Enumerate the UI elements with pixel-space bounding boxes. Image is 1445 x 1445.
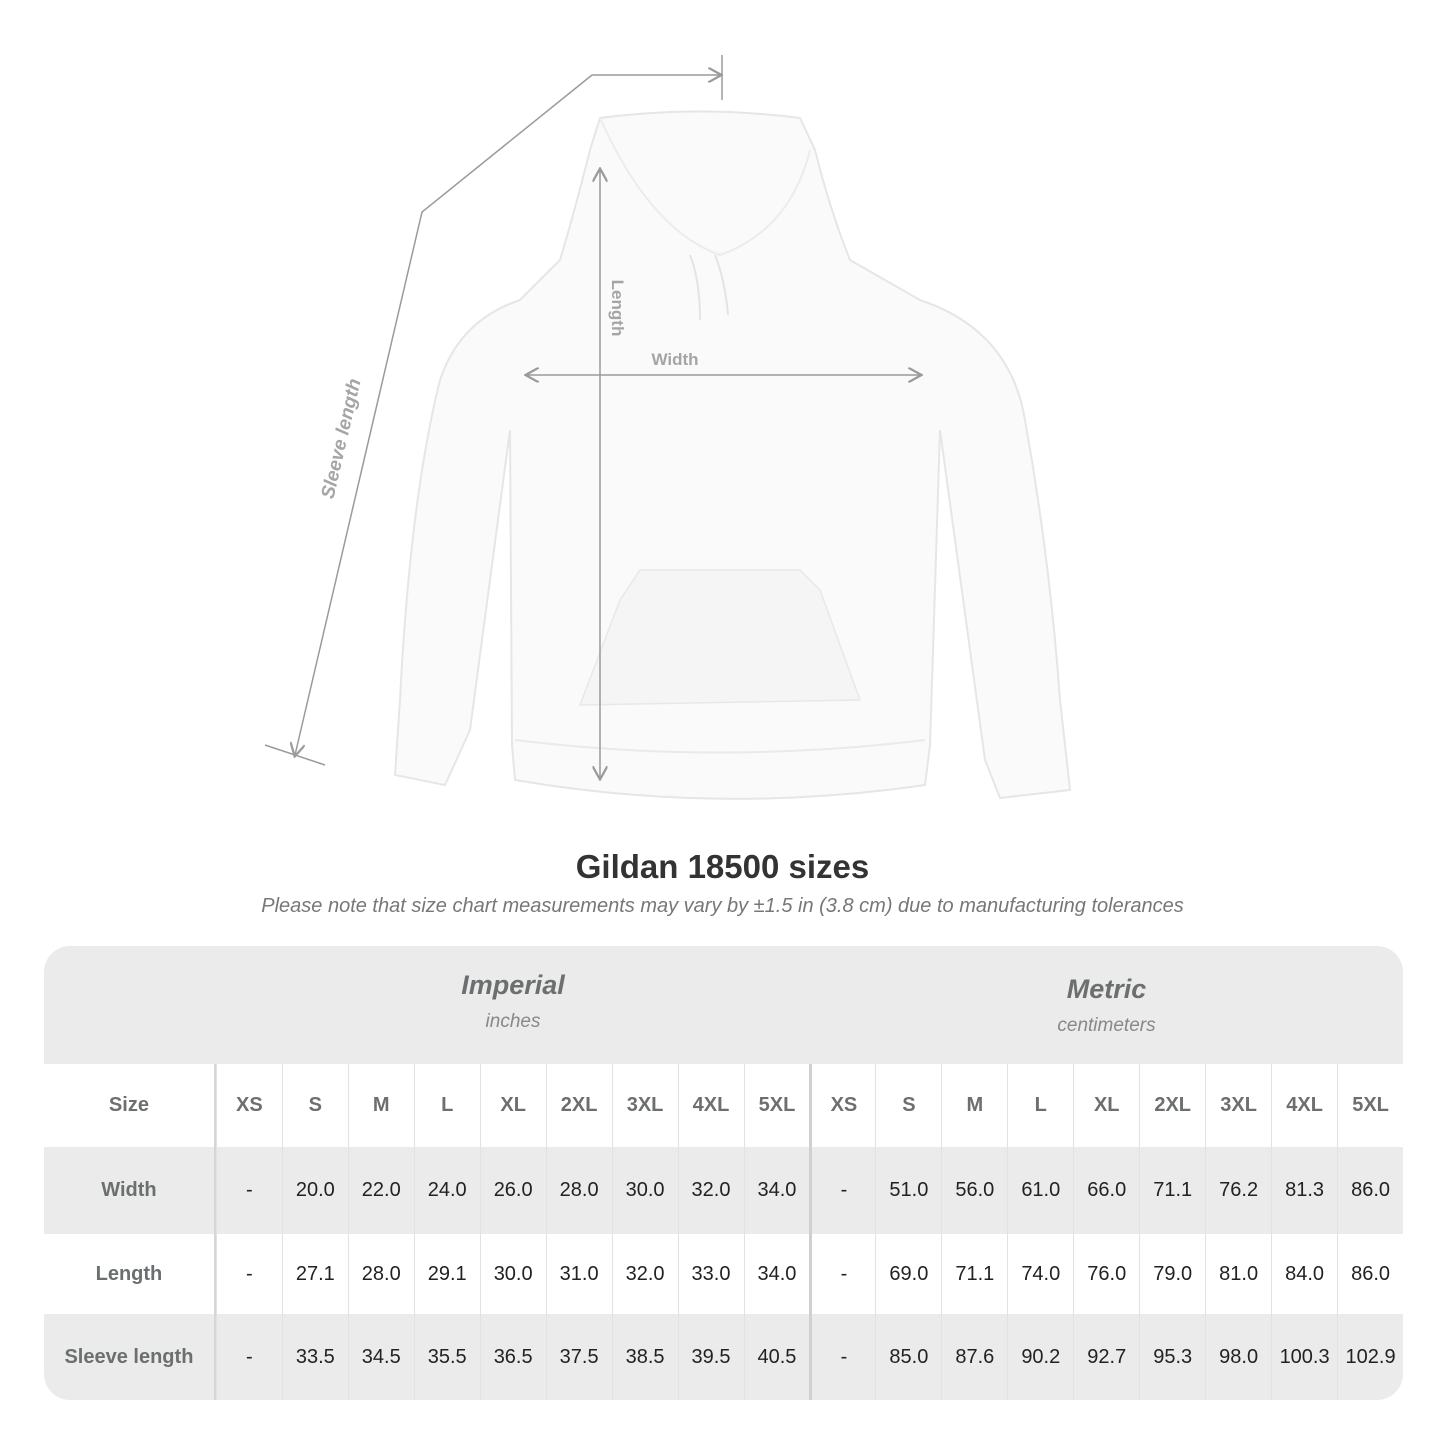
imperial-value-cell: 39.5 — [677, 1314, 744, 1400]
metric-value-cell: 84.0 — [1271, 1234, 1337, 1314]
metric-size-5xl: 5XL — [1337, 1064, 1403, 1147]
imperial-value-cell: - — [215, 1314, 282, 1400]
table-row-width: Width -20.0 22.0 24.0 26.0 28.0 30.0 32.0 34.0-5… — [44, 1147, 1403, 1234]
hoodie-image — [393, 110, 1072, 800]
size-header-label: Size — [44, 1064, 216, 1147]
length-label: Length — [608, 280, 627, 337]
metric-size-xs: XS — [809, 1064, 875, 1147]
metric-value-cell: - — [809, 1234, 875, 1314]
imperial-value-cell: 26.0 — [479, 1147, 546, 1234]
metric-value-cell: 74.0 — [1007, 1234, 1073, 1314]
imperial-value-cell: 27.1 — [281, 1234, 348, 1314]
metric-header: Metric centimeters — [810, 974, 1403, 1092]
imperial-value-cell: 34.0 — [743, 1147, 810, 1234]
imperial-value-cell: 32.0 — [677, 1147, 744, 1234]
imperial-value-cell: 28.0 — [545, 1147, 612, 1234]
imperial-unit: inches — [485, 1011, 541, 1032]
imperial-value-cell: 28.0 — [347, 1234, 414, 1314]
metric-value-cell: - — [809, 1147, 875, 1234]
metric-value-cell: 85.0 — [875, 1314, 941, 1400]
imperial-value-cell: 30.0 — [479, 1234, 546, 1314]
imperial-value-cell: 38.5 — [611, 1314, 678, 1400]
imperial-size-s: S — [281, 1064, 348, 1147]
imperial-title: Imperial — [461, 970, 565, 1000]
imperial-value-cell: 34.0 — [743, 1234, 810, 1314]
imperial-value-cell: 29.1 — [413, 1234, 480, 1314]
imperial-value-cell: 31.0 — [545, 1234, 612, 1314]
imperial-value-cell: - — [215, 1147, 282, 1234]
metric-value-cell: 76.0 — [1073, 1234, 1139, 1314]
imperial-size-xl: XL — [479, 1064, 546, 1147]
imperial-value-cell: 24.0 — [413, 1147, 480, 1234]
row-label: Width — [44, 1147, 216, 1234]
metric-value-cell: 76.2 — [1205, 1147, 1271, 1234]
metric-value-cell: 71.1 — [941, 1234, 1007, 1314]
metric-value-cell: 86.0 — [1337, 1147, 1403, 1234]
metric-value-cell: - — [809, 1314, 875, 1400]
imperial-value-cell: 32.0 — [611, 1234, 678, 1314]
measurement-lines — [264, 55, 920, 778]
imperial-value-cell: 36.5 — [479, 1314, 546, 1400]
metric-size-xl: XL — [1073, 1064, 1139, 1147]
metric-value-cell: 98.0 — [1205, 1314, 1271, 1400]
metric-value-cell: 87.6 — [941, 1314, 1007, 1400]
metric-size-4xl: 4XL — [1271, 1064, 1337, 1147]
imperial-value-cell: 20.0 — [281, 1147, 348, 1234]
metric-size-3xl: 3XL — [1205, 1064, 1271, 1147]
imperial-size-3xl: 3XL — [611, 1064, 678, 1147]
table-row-sleeve-length: Sleeve length -33.5 34.5 35.5 36.5 37.5 38.5 39… — [44, 1314, 1403, 1400]
imperial-size-4xl: 4XL — [677, 1064, 744, 1147]
imperial-value-cell: - — [215, 1234, 282, 1314]
imperial-size-xs: XS — [215, 1064, 282, 1147]
metric-size-2xl: 2XL — [1139, 1064, 1205, 1147]
metric-value-cell: 66.0 — [1073, 1147, 1139, 1234]
size-header-row: Size XS S M L XL 2XL 3XL 4XL 5XL XS S M L XL 2XL 3XL 4XL 5… — [44, 1064, 1403, 1147]
metric-value-cell: 102.9 — [1337, 1314, 1403, 1400]
metric-size-s: S — [875, 1064, 941, 1147]
metric-value-cell: 86.0 — [1337, 1234, 1403, 1314]
imperial-value-cell: 37.5 — [545, 1314, 612, 1400]
metric-value-cell: 51.0 — [875, 1147, 941, 1234]
hoodie-diagram: Sleeve length Length Width — [264, 55, 1072, 800]
width-label: Width — [651, 350, 698, 369]
metric-value-cell: 69.0 — [875, 1234, 941, 1314]
imperial-value-cell: 30.0 — [611, 1147, 678, 1234]
tolerance-note: Please note that size chart measurements… — [261, 895, 1184, 917]
metric-size-m: M — [941, 1064, 1007, 1147]
imperial-value-cell: 33.5 — [281, 1314, 348, 1400]
table-row-length: Length -27.1 28.0 29.1 30.0 31.0 32.0 33.0 34.0-… — [44, 1234, 1403, 1314]
imperial-value-cell: 35.5 — [413, 1314, 480, 1400]
metric-value-cell: 90.2 — [1007, 1314, 1073, 1400]
size-chart-table: Imperial inches Metric centimeters Size X… — [44, 946, 1403, 1400]
metric-value-cell: 92.7 — [1073, 1314, 1139, 1400]
metric-value-cell: 81.3 — [1271, 1147, 1337, 1234]
metric-size-l: L — [1007, 1064, 1073, 1147]
imperial-value-cell: 22.0 — [347, 1147, 414, 1234]
metric-unit: centimeters — [1057, 1015, 1156, 1036]
imperial-value-cell: 33.0 — [677, 1234, 744, 1314]
imperial-size-5xl: 5XL — [743, 1064, 810, 1147]
metric-value-cell: 61.0 — [1007, 1147, 1073, 1234]
metric-value-cell: 81.0 — [1205, 1234, 1271, 1314]
page-title: Gildan 18500 sizes — [575, 848, 870, 885]
imperial-size-m: M — [347, 1064, 414, 1147]
imperial-size-2xl: 2XL — [545, 1064, 612, 1147]
imperial-value-cell: 34.5 — [347, 1314, 414, 1400]
metric-value-cell: 95.3 — [1139, 1314, 1205, 1400]
metric-value-cell: 79.0 — [1139, 1234, 1205, 1314]
row-label: Sleeve length — [44, 1314, 216, 1400]
metric-value-cell: 56.0 — [941, 1147, 1007, 1234]
metric-title: Metric — [1066, 974, 1147, 1004]
metric-value-cell: 100.3 — [1271, 1314, 1337, 1400]
row-label: Length — [44, 1234, 216, 1314]
imperial-header: Imperial inches — [216, 970, 810, 1088]
imperial-size-l: L — [413, 1064, 480, 1147]
metric-value-cell: 71.1 — [1139, 1147, 1205, 1234]
imperial-value-cell: 40.5 — [743, 1314, 810, 1400]
